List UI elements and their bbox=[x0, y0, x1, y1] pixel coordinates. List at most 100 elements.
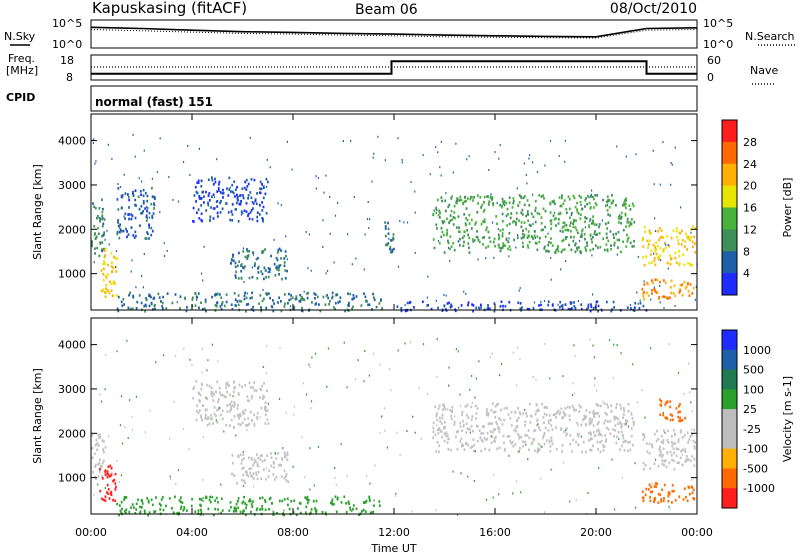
heatmap-cell bbox=[104, 295, 107, 298]
heatmap-cell bbox=[457, 240, 459, 243]
heatmap-cell bbox=[284, 250, 287, 253]
heatmap-cell bbox=[280, 475, 283, 478]
heatmap-cell bbox=[235, 201, 238, 205]
heatmap-cell bbox=[589, 438, 592, 441]
heatmap-cell bbox=[487, 304, 489, 307]
heatmap-cell bbox=[148, 223, 150, 227]
heatmap-cell bbox=[576, 208, 578, 211]
heatmap-cell bbox=[263, 266, 266, 270]
heatmap-cell bbox=[607, 221, 610, 224]
heatmap-cell bbox=[595, 223, 598, 227]
heatmap-cell bbox=[480, 449, 483, 453]
heatmap-cell bbox=[231, 190, 234, 194]
heatmap-cell bbox=[249, 498, 251, 501]
heatmap-cell bbox=[307, 296, 309, 299]
heatmap-cell bbox=[128, 510, 131, 514]
heatmap-cell bbox=[240, 462, 243, 465]
heatmap-cell bbox=[286, 497, 289, 500]
heatmap-cell bbox=[105, 283, 107, 287]
heatmap-cell bbox=[618, 217, 620, 220]
heatmap-cell bbox=[364, 501, 367, 504]
heatmap-cell bbox=[572, 382, 574, 385]
heatmap-cell bbox=[116, 460, 118, 462]
heatmap-cell bbox=[314, 297, 316, 300]
heatmap-cell bbox=[460, 198, 463, 202]
heatmap-cell bbox=[496, 222, 498, 225]
heatmap-cell bbox=[209, 215, 212, 219]
heatmap-cell bbox=[572, 225, 575, 229]
heatmap-cell bbox=[548, 250, 550, 253]
heatmap-cell bbox=[510, 442, 513, 445]
heatmap-cell bbox=[233, 380, 235, 384]
heatmap-cell bbox=[653, 183, 655, 186]
heatmap-cell bbox=[505, 201, 508, 205]
heatmap-cell bbox=[455, 435, 457, 439]
heatmap-cell bbox=[116, 257, 118, 261]
heatmap-cell bbox=[566, 432, 568, 436]
heatmap-cell bbox=[434, 433, 437, 437]
heatmap-cell bbox=[253, 178, 256, 182]
heatmap-cell bbox=[147, 499, 150, 503]
heatmap-cell bbox=[666, 401, 668, 404]
heatmap-cell bbox=[118, 236, 121, 240]
heatmap-cell bbox=[497, 233, 500, 237]
heatmap-cell bbox=[627, 236, 630, 240]
heatmap-cell bbox=[324, 303, 327, 306]
heatmap-cell bbox=[145, 214, 148, 217]
heatmap-cell bbox=[486, 437, 488, 441]
heatmap-cell bbox=[440, 174, 442, 177]
heatmap-cell bbox=[580, 196, 582, 199]
cpid-value: normal (fast) 151 bbox=[95, 95, 213, 109]
heatmap-cell bbox=[498, 236, 501, 239]
heatmap-cell bbox=[339, 296, 342, 299]
heatmap-cell bbox=[591, 240, 593, 244]
heatmap-cell bbox=[563, 225, 566, 228]
heatmap-cell bbox=[680, 450, 683, 453]
heatmap-cell bbox=[550, 418, 552, 422]
heatmap-cell bbox=[326, 293, 328, 296]
heatmap-cell bbox=[588, 423, 591, 426]
heatmap-cell bbox=[245, 188, 248, 191]
heatmap-cell bbox=[574, 243, 576, 247]
heatmap-cell bbox=[685, 285, 688, 288]
heatmap-cell bbox=[448, 437, 450, 440]
heatmap-cell bbox=[180, 496, 182, 499]
heatmap-cell bbox=[94, 247, 96, 250]
heatmap-cell bbox=[436, 424, 438, 427]
heatmap-cell bbox=[132, 234, 135, 237]
heatmap-cell bbox=[527, 429, 530, 432]
heatmap-cell bbox=[512, 199, 515, 203]
heatmap-cell bbox=[495, 215, 498, 218]
heatmap-cell bbox=[592, 410, 595, 413]
heatmap-cell bbox=[610, 409, 613, 413]
heatmap-cell bbox=[593, 232, 596, 236]
heatmap-cell bbox=[485, 226, 488, 229]
heatmap-cell bbox=[366, 218, 369, 221]
heatmap-cell bbox=[110, 265, 113, 268]
heatmap-cell bbox=[209, 218, 211, 221]
heatmap-cell bbox=[556, 411, 559, 414]
heatmap-cell bbox=[318, 303, 320, 306]
heatmap-cell bbox=[560, 304, 563, 308]
heatmap-cell bbox=[669, 418, 672, 422]
velocity-ytick-label: 1000 bbox=[58, 472, 86, 485]
heatmap-cell bbox=[216, 158, 218, 161]
heatmap-cell bbox=[143, 511, 146, 514]
heatmap-cell bbox=[498, 446, 501, 450]
heatmap-cell bbox=[191, 298, 194, 301]
heatmap-cell bbox=[643, 291, 646, 294]
heatmap-cell bbox=[527, 458, 529, 461]
heatmap-cell bbox=[231, 209, 233, 212]
heatmap-cell bbox=[441, 199, 443, 203]
heatmap-cell bbox=[587, 306, 589, 309]
power-colorbar-tick-label: 28 bbox=[743, 136, 757, 149]
heatmap-cell bbox=[478, 360, 480, 363]
heatmap-cell bbox=[205, 495, 208, 499]
heatmap-cell bbox=[144, 207, 147, 210]
heatmap-cell bbox=[248, 250, 251, 253]
heatmap-cell bbox=[667, 429, 669, 433]
heatmap-cell bbox=[273, 478, 276, 481]
heatmap-cell bbox=[274, 274, 277, 277]
